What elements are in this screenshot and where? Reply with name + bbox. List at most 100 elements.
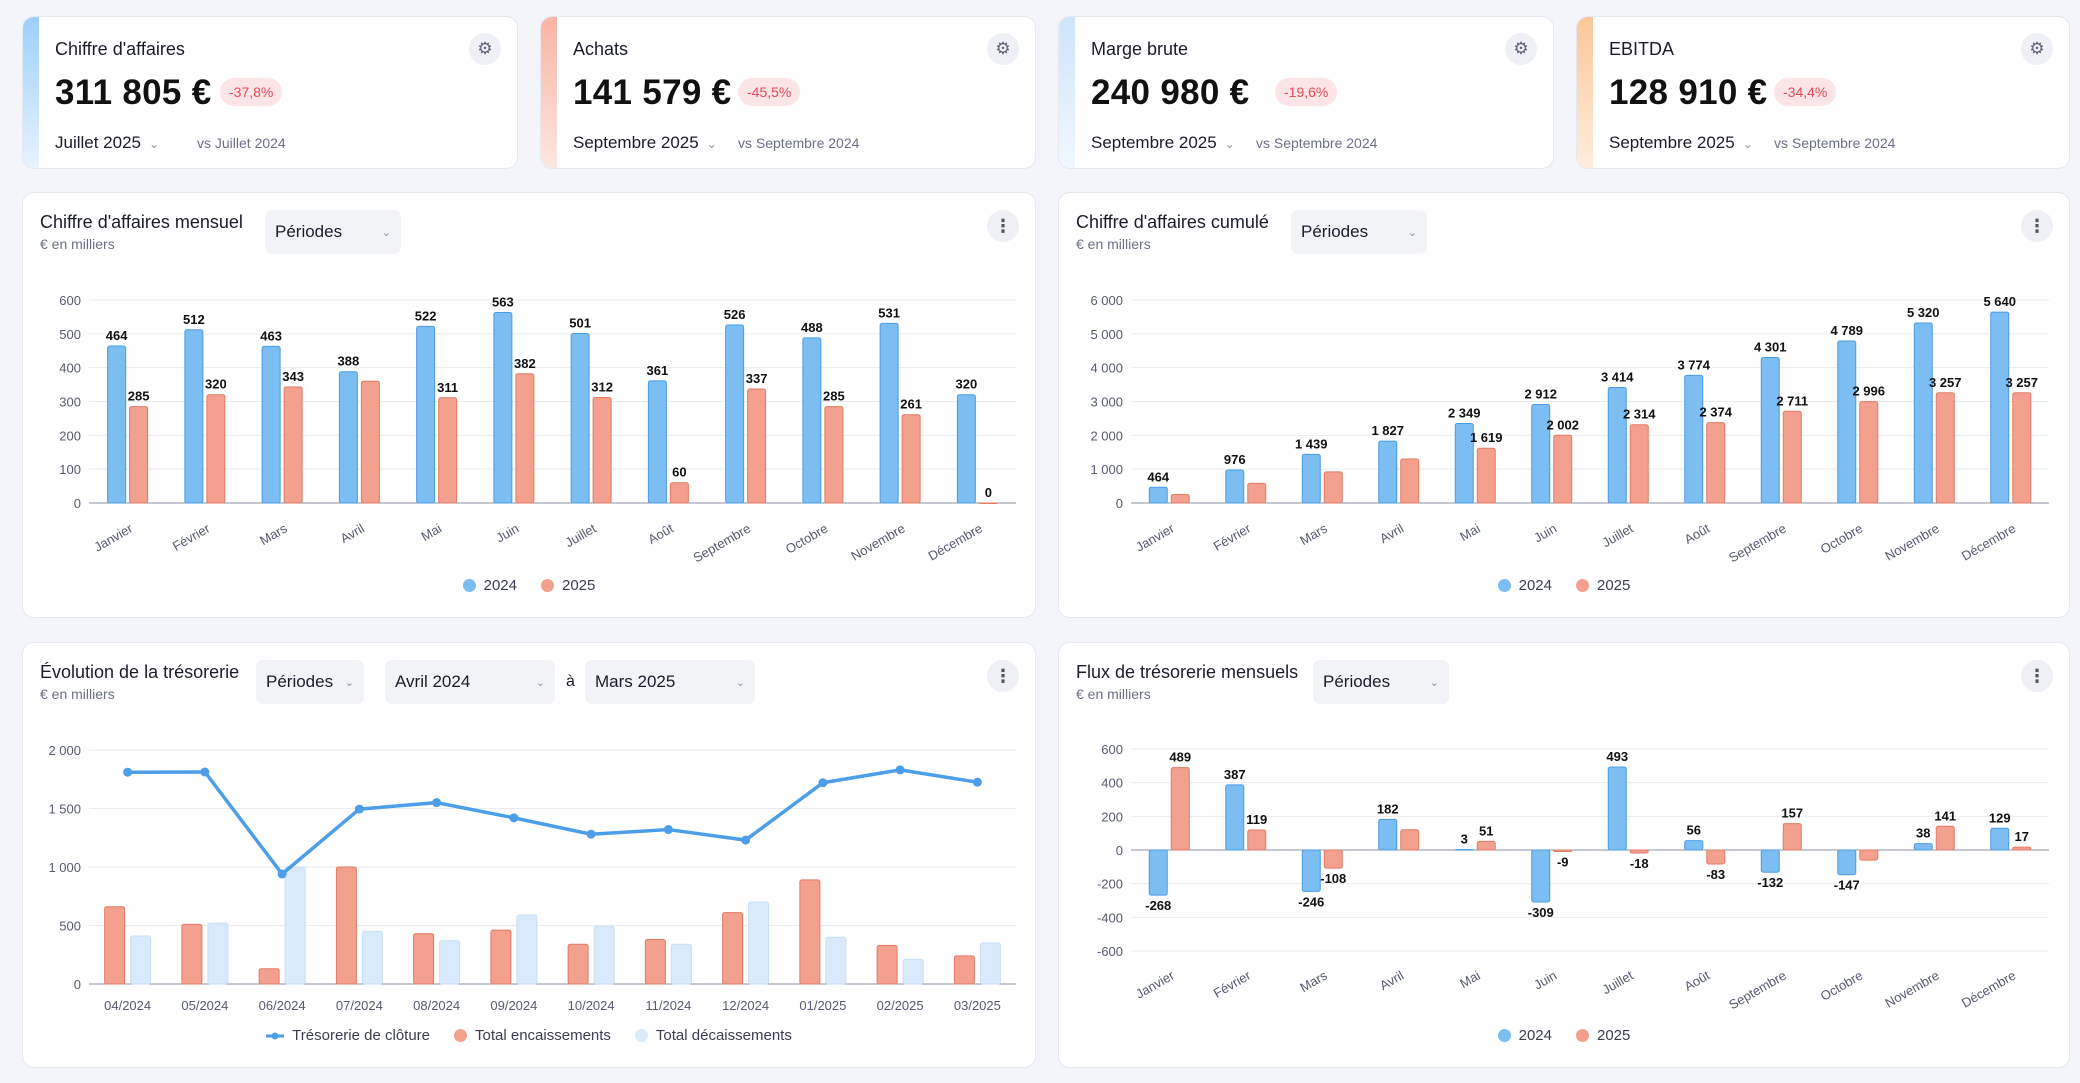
x-tick-label: Octobre xyxy=(1818,968,1866,1004)
data-label: 5 640 xyxy=(1983,294,2016,309)
x-tick-label: Avril xyxy=(1377,968,1406,994)
legend-item[interactable]: Trésorerie de clôture xyxy=(266,1027,430,1044)
kpi-period-select[interactable]: Juillet 2025 ⌄ xyxy=(55,133,159,153)
y-tick-label: 5 000 xyxy=(1090,327,1123,342)
bar-2025 xyxy=(1400,829,1420,851)
bar-encaissements xyxy=(722,912,744,985)
bar-2024 xyxy=(1301,849,1321,892)
bar-2024 xyxy=(1990,827,2010,851)
y-tick-label: 4 000 xyxy=(1090,361,1123,376)
x-tick-label: Juillet xyxy=(562,520,599,550)
data-label: 3 414 xyxy=(1601,369,1634,384)
legend-item[interactable]: 2025 xyxy=(1576,577,1630,594)
bar-encaissements xyxy=(799,879,821,985)
more-vertical-icon[interactable]: ⋮ xyxy=(2021,660,2053,692)
gear-icon[interactable]: ⚙ xyxy=(469,33,501,65)
period-select[interactable]: Périodes ⌄ xyxy=(1313,660,1449,704)
bar-2025 xyxy=(901,414,921,504)
kpi-period-select[interactable]: Septembre 2025 ⌄ xyxy=(1609,133,1753,153)
chevron-down-icon: ⌄ xyxy=(344,676,354,689)
data-label: 51 xyxy=(1479,823,1493,838)
x-tick-label: Juin xyxy=(1531,968,1559,993)
kpi-compare: vs Septembre 2024 xyxy=(1256,135,1378,151)
more-vertical-icon[interactable]: ⋮ xyxy=(987,210,1019,242)
legend-label: 2024 xyxy=(483,577,517,594)
bar-encaissements xyxy=(567,943,589,985)
y-tick-label: -600 xyxy=(1097,944,1123,959)
bar-2024 xyxy=(1531,849,1551,903)
bar-encaissements xyxy=(413,933,435,985)
more-vertical-icon[interactable]: ⋮ xyxy=(2021,210,2053,242)
period-select[interactable]: Périodes ⌄ xyxy=(1291,210,1427,254)
gear-icon[interactable]: ⚙ xyxy=(2021,33,2053,65)
bar-2024 xyxy=(493,312,513,504)
y-tick-label: 0 xyxy=(1116,496,1123,511)
bar-2025 xyxy=(1706,422,1726,504)
data-label: 17 xyxy=(2015,829,2029,844)
period-select[interactable]: Périodes ⌄ xyxy=(256,660,364,704)
bar-encaissements xyxy=(181,923,203,985)
bar-encaissements xyxy=(258,968,280,985)
kpi-accent xyxy=(23,17,39,168)
bar-2024 xyxy=(879,322,899,504)
bar-2025 xyxy=(669,482,689,504)
kpi-period-select[interactable]: Septembre 2025 ⌄ xyxy=(573,133,717,153)
data-label: -83 xyxy=(1706,867,1725,882)
chart-subtitle: € en milliers xyxy=(40,236,115,252)
x-tick-label: Avril xyxy=(1377,521,1406,547)
data-label: 56 xyxy=(1687,823,1701,838)
x-tick-label: Juin xyxy=(1531,521,1559,546)
y-tick-label: 400 xyxy=(1101,776,1123,791)
data-label: 261 xyxy=(900,397,922,412)
gear-icon[interactable]: ⚙ xyxy=(1505,33,1537,65)
data-label: 387 xyxy=(1224,767,1246,782)
y-tick-label: 500 xyxy=(59,327,81,342)
kpi-change-badge: -37,8% xyxy=(220,78,283,106)
legend-label: 2025 xyxy=(1597,1027,1631,1044)
bar-2025 xyxy=(2012,846,2032,851)
legend-label: 2024 xyxy=(1518,1027,1552,1044)
x-tick-label: 12/2024 xyxy=(722,998,769,1013)
period-select-label: Périodes xyxy=(1301,222,1369,241)
x-tick-label: Février xyxy=(1211,967,1254,1001)
treasury-point xyxy=(277,869,287,879)
legend-label: 2025 xyxy=(562,577,596,594)
legend-item[interactable]: 2024 xyxy=(462,577,517,594)
legend-item[interactable]: 2025 xyxy=(1576,1027,1630,1044)
chart-title: Évolution de la trésorerie xyxy=(40,662,240,682)
kpi-compare: vs Septembre 2024 xyxy=(1774,135,1896,151)
y-tick-label: 600 xyxy=(1101,742,1123,757)
period-select-label: Périodes xyxy=(266,672,334,691)
x-tick-label: Novembre xyxy=(1882,968,1941,1011)
x-tick-label: Janvier xyxy=(1133,967,1177,1001)
kpi-period-select[interactable]: Septembre 2025 ⌄ xyxy=(1091,133,1235,153)
legend-item[interactable]: 2024 xyxy=(1497,1027,1552,1044)
bar-decaissements xyxy=(748,901,770,985)
x-tick-label: Juillet xyxy=(1599,520,1636,550)
data-label: 388 xyxy=(338,354,360,369)
y-tick-label: 1 500 xyxy=(48,802,81,817)
chevron-down-icon: ⌄ xyxy=(735,676,745,689)
legend-item[interactable]: Total encaissements xyxy=(454,1027,611,1044)
legend-item[interactable]: Total décaissements xyxy=(634,1027,792,1044)
legend-item[interactable]: 2024 xyxy=(1497,577,1552,594)
y-tick-label: 200 xyxy=(1101,809,1123,824)
kpi-period-label: Septembre 2025 xyxy=(1091,133,1217,152)
data-label: 522 xyxy=(415,308,437,323)
bar-decaissements xyxy=(825,936,847,985)
gear-icon[interactable]: ⚙ xyxy=(987,33,1019,65)
bar-decaissements xyxy=(979,942,1001,985)
bar-2024 xyxy=(1760,356,1780,504)
more-vertical-icon[interactable]: ⋮ xyxy=(987,660,1019,692)
to-date-select[interactable]: Mars 2025 ⌄ xyxy=(585,660,755,704)
x-tick-label: Avril xyxy=(338,521,367,547)
period-select[interactable]: Périodes ⌄ xyxy=(265,210,401,254)
bar-2024 xyxy=(1301,453,1321,504)
kpi-period-label: Septembre 2025 xyxy=(1609,133,1735,152)
y-tick-label: 300 xyxy=(59,395,81,410)
chart-cumulative-revenue: 0 1 000 2 000 3 000 4 000 5 000 6 000 464 Janvie… xyxy=(1090,293,2049,565)
bar-2025 xyxy=(1247,829,1267,851)
treasury-point xyxy=(663,825,673,835)
legend-item[interactable]: 2025 xyxy=(541,577,595,594)
from-date-select[interactable]: Avril 2024 ⌄ xyxy=(385,660,555,704)
